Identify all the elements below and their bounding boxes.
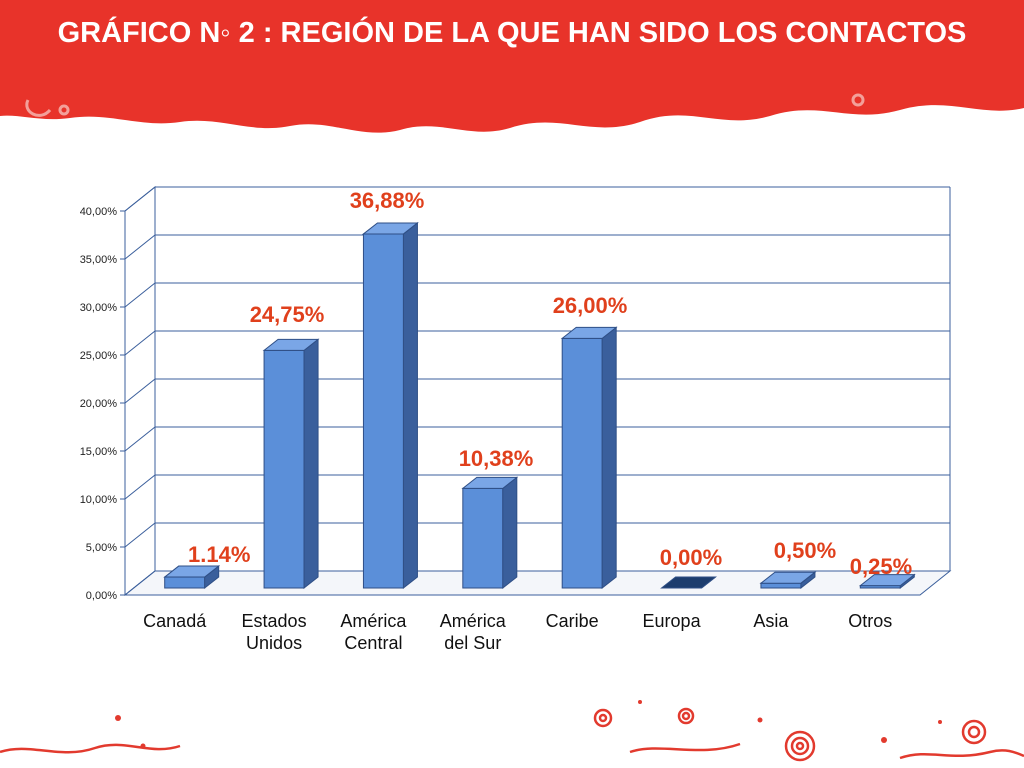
y-tick-label: 0,00%	[86, 590, 117, 602]
gridline	[124, 282, 950, 308]
gridline	[124, 186, 950, 212]
bar-front	[263, 349, 305, 589]
bar-side	[303, 338, 319, 590]
data-label: 10,38%	[459, 446, 534, 471]
y-tick-label: 40,00%	[80, 206, 118, 218]
y-tick-label: 5,00%	[86, 542, 117, 554]
y-tick-label: 10,00%	[80, 494, 118, 506]
bar	[461, 476, 519, 590]
bar	[858, 573, 916, 590]
x-category-label: Asia	[753, 611, 789, 631]
data-labels: 1.14% 24,75% 36,88% 10,38% 26,00% 0,00% 0,50% 0…	[188, 188, 912, 579]
y-tick-label: 25,00%	[80, 350, 118, 362]
bar-front	[561, 337, 603, 589]
gridline	[124, 378, 950, 404]
gridline	[124, 474, 950, 500]
data-label: 36,88%	[350, 188, 425, 213]
bar-side	[502, 476, 518, 590]
bar-top	[660, 576, 718, 589]
x-category-label: Europa	[643, 611, 702, 631]
x-category-label: Central	[344, 633, 402, 653]
x-category-label: Caribe	[546, 611, 599, 631]
header-red-wave	[0, 0, 1024, 133]
bar-front	[760, 582, 802, 589]
bar	[560, 326, 618, 590]
chart-back-walls	[123, 185, 952, 597]
bar-top	[163, 565, 221, 578]
bar	[660, 576, 718, 589]
y-tick-label: 35,00%	[80, 254, 118, 266]
x-category-label: Canadá	[143, 611, 207, 631]
data-label: 26,00%	[553, 293, 628, 318]
bar-front	[362, 233, 404, 589]
gridline	[124, 426, 950, 452]
floor	[123, 570, 952, 596]
bar-top	[560, 326, 618, 339]
bar	[163, 565, 221, 590]
y-tick-label: 15,00%	[80, 446, 118, 458]
bar-top	[858, 574, 916, 587]
bar	[361, 221, 419, 590]
data-label: 1.14%	[188, 542, 250, 567]
gridline	[124, 234, 950, 260]
chart-bars	[163, 221, 916, 590]
x-category-label: Unidos	[246, 633, 302, 653]
bar-top	[759, 571, 817, 584]
data-label: 0,25%	[850, 554, 912, 579]
bar-top	[461, 476, 519, 489]
x-category-label: América	[440, 611, 507, 631]
gridline	[124, 522, 950, 548]
swirl-icon	[25, 93, 865, 117]
slide-title: GRÁFICO N◦ 2 : REGIÓN DE LA QUE HAN SIDO…	[57, 17, 967, 49]
data-label: 24,75%	[250, 302, 325, 327]
x-category-label: del Sur	[444, 633, 501, 653]
bar-top	[361, 222, 419, 235]
y-axis-ticks: 0,00% 5,00% 10,00% 15,00% 20,00% 25,00% 30,00%…	[80, 206, 125, 602]
x-category-label: Otros	[848, 611, 892, 631]
gridline	[124, 330, 950, 356]
bar-side	[402, 221, 418, 590]
x-category-label: América	[340, 611, 407, 631]
y-tick-label: 30,00%	[80, 302, 118, 314]
data-label: 0,00%	[660, 545, 722, 570]
bar-front	[462, 487, 504, 589]
bar	[759, 571, 817, 590]
header-band	[0, 0, 1024, 133]
chart-gridlines	[124, 186, 950, 596]
bar	[262, 338, 320, 590]
x-axis-categories: Canadá EstadosUnidosAméricaCentralAmérica…	[143, 611, 892, 653]
data-label: 0,50%	[774, 538, 836, 563]
bar-side	[601, 326, 617, 590]
x-category-label: Estados	[242, 611, 307, 631]
gridline	[124, 570, 950, 596]
bar-front	[164, 576, 206, 589]
bar-top	[262, 338, 320, 351]
y-tick-label: 20,00%	[80, 398, 118, 410]
